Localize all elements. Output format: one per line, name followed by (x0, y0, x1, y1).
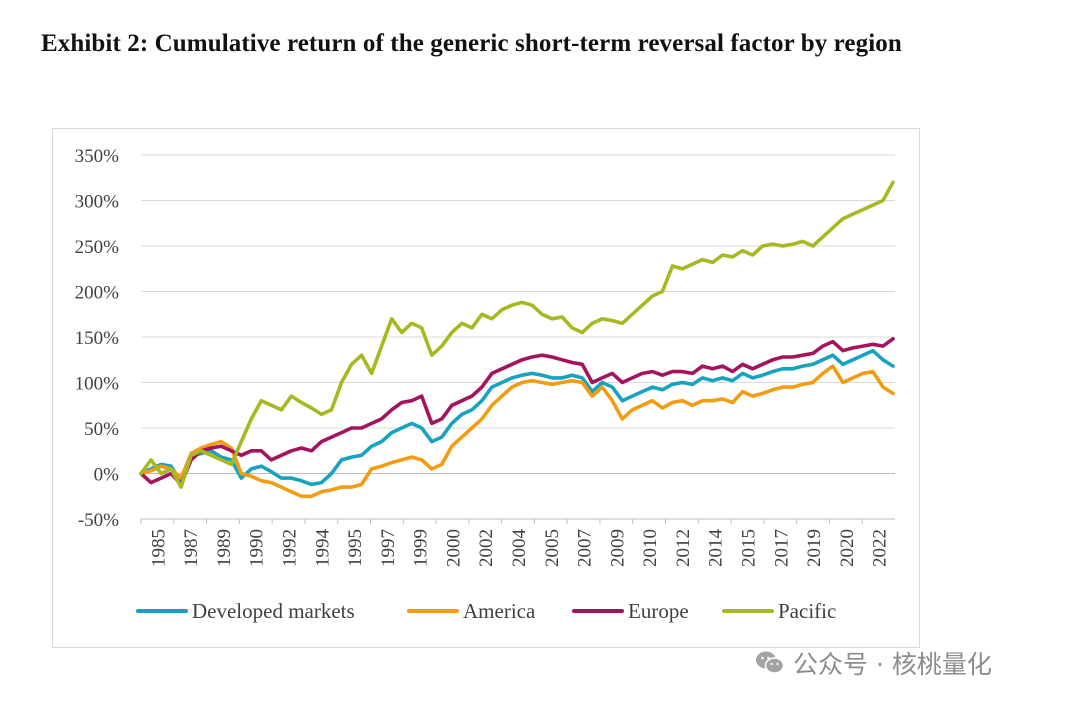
x-axis: 1985 1987 1989 1990 1992 1994 1995 1997 1999 2000… (140, 518, 895, 568)
x-tick-label: 2005 (542, 529, 563, 567)
x-tick-label: 2010 (640, 529, 661, 567)
y-tick-label: 50% (84, 419, 119, 440)
series-lines (139, 180, 895, 499)
chart-svg: -50%0%50%100%150%200%250%300%350% 1985 19… (75, 146, 895, 623)
legend-label-america: America (463, 599, 536, 623)
watermark: 公众号 · 核桃量化 (755, 645, 992, 681)
x-tick-label: 1985 (148, 529, 169, 567)
watermark-text: 公众号 · 核桃量化 (793, 650, 992, 679)
x-tick-label: 2000 (443, 529, 464, 567)
y-tick-label: 100% (75, 374, 120, 395)
x-tick-label: 2007 (575, 529, 596, 567)
x-tick-label: 1987 (181, 529, 202, 567)
x-tick-label: 2009 (607, 529, 628, 567)
chart-frame: -50% 0% 50% 100% 150% 200% 250% 300% 350% 1985 19… (52, 128, 920, 648)
y-tick-label: 250% (75, 237, 120, 258)
y-axis: -50% 0% 50% 100% 150% 200% 250% 300% 350% (75, 146, 120, 531)
y-tick-label: 300% (75, 192, 120, 213)
wechat-icon (756, 651, 785, 674)
x-tick-label: 1997 (378, 529, 399, 567)
gridlines (141, 154, 895, 520)
x-tick-label: 2004 (509, 529, 530, 568)
y-tick-label: 200% (75, 283, 120, 304)
x-tick-label: 1989 (214, 529, 235, 567)
series-line-pacific (139, 180, 895, 489)
x-tick-label: 1992 (280, 529, 301, 567)
x-tick-label: 1994 (312, 529, 333, 568)
series-line-europe (139, 337, 895, 487)
y-tick-label: 150% (75, 328, 120, 349)
x-tick-label: 2020 (837, 529, 858, 567)
legend: Developed markets America Europe Pacific (136, 599, 836, 623)
x-tick-label: 2012 (673, 529, 694, 567)
y-tick-label: -50% (78, 510, 119, 531)
legend-label-pacific: Pacific (778, 599, 836, 623)
chart-title: Exhibit 2: Cumulative return of the gene… (41, 30, 902, 57)
x-tick-label: 2019 (804, 529, 825, 567)
series-line-america (139, 364, 895, 499)
y-tick-label: 350% (75, 146, 120, 167)
legend-label-europe: Europe (628, 599, 689, 623)
x-tick-label: 2015 (738, 529, 759, 567)
legend-label-developed-markets: Developed markets (192, 599, 355, 623)
x-tick-label: 2017 (771, 529, 792, 567)
x-tick-label: 2014 (706, 529, 727, 568)
x-tick-label: 1995 (345, 529, 366, 567)
x-tick-label: 2022 (870, 529, 891, 567)
x-tick-label: 1990 (247, 529, 268, 567)
x-tick-label: 2002 (476, 529, 497, 567)
y-tick-label: 0% (94, 465, 120, 486)
x-tick-label: 1999 (411, 529, 432, 567)
series-line-developed-markets (139, 348, 895, 487)
